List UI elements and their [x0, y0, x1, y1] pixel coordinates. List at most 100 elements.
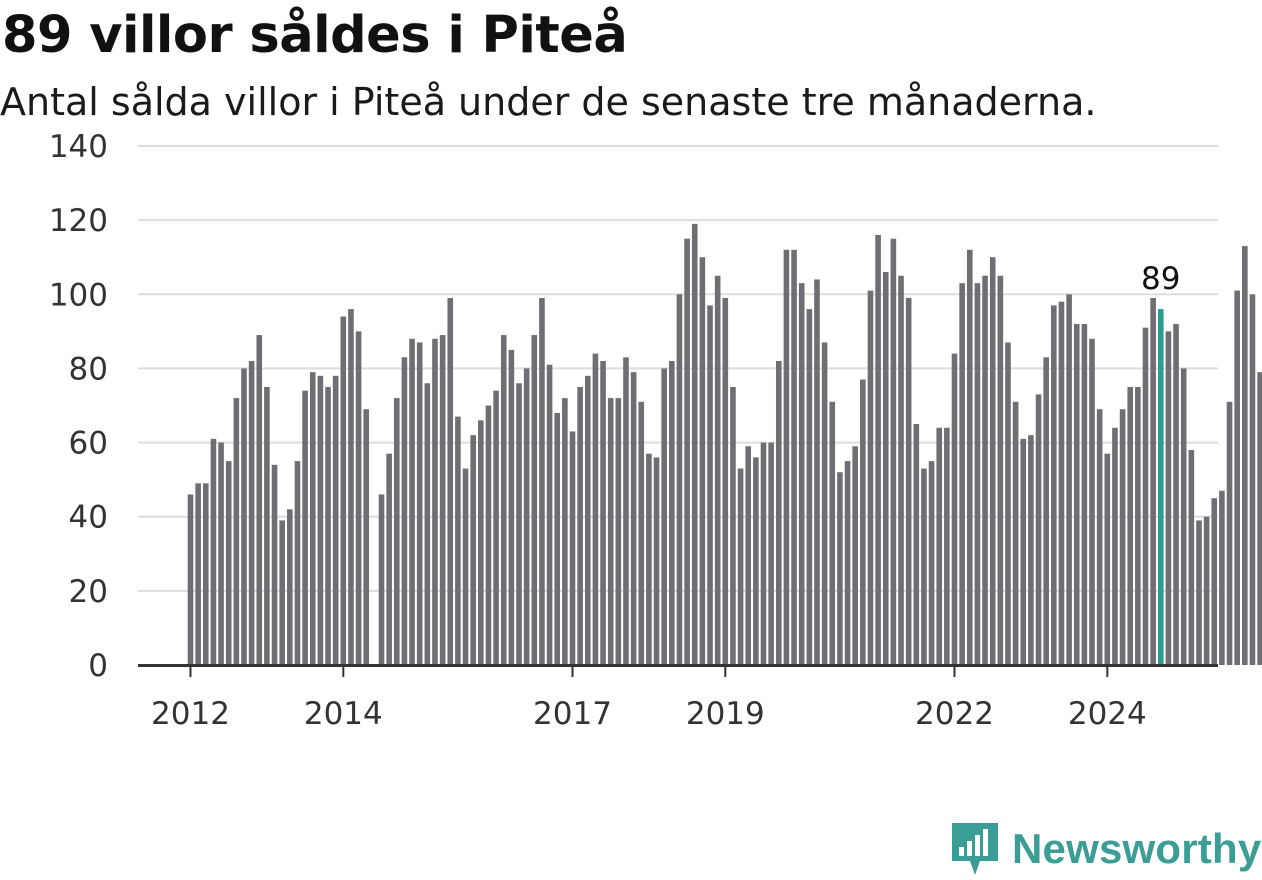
bar [1104, 453, 1111, 665]
bar [241, 368, 247, 665]
bar [1226, 401, 1233, 665]
bar [439, 335, 446, 665]
bar [1005, 342, 1011, 665]
bar [669, 361, 675, 665]
y-tick-label: 0 [88, 648, 108, 684]
bars [187, 223, 1262, 666]
bar [332, 375, 339, 665]
bar-chart-speech-bubble-icon [952, 823, 998, 875]
bar [684, 238, 690, 665]
bar [928, 461, 935, 665]
bar [814, 279, 820, 665]
bar [455, 416, 461, 665]
bar [386, 453, 392, 665]
bar [714, 275, 721, 665]
bar [340, 316, 347, 665]
bar [432, 338, 438, 665]
bar [691, 223, 698, 665]
bar [1043, 357, 1049, 665]
bar [271, 464, 278, 665]
bar [1119, 409, 1126, 665]
bar [584, 375, 591, 665]
bar [363, 409, 370, 665]
bar [577, 386, 583, 665]
chart-subtitle: Antal sålda villor i Piteå under de sena… [0, 80, 1097, 124]
bar [348, 309, 354, 665]
bar [753, 457, 759, 665]
bar [661, 368, 667, 665]
y-tick-label: 100 [49, 277, 108, 313]
highlight-value-label: 89 [1141, 261, 1180, 297]
y-axis-ticks: 0 20 40 60 80 100 120 140 [49, 129, 108, 684]
bar [508, 349, 515, 665]
bar [302, 390, 308, 665]
bar [233, 398, 240, 665]
bar [630, 372, 637, 665]
bar [1058, 301, 1065, 665]
y-tick-label: 60 [69, 426, 108, 462]
bar [653, 457, 660, 665]
bar [600, 361, 606, 665]
bar [615, 398, 622, 665]
bar [982, 275, 988, 665]
bar [225, 461, 232, 665]
bar [1242, 246, 1248, 665]
bar [478, 420, 484, 665]
y-tick-label: 20 [69, 574, 108, 610]
bar [210, 438, 217, 665]
bar [470, 435, 476, 665]
x-tick-label: 2014 [304, 696, 383, 732]
x-tick-label: 2024 [1068, 696, 1147, 732]
bar [264, 386, 270, 665]
bar [462, 468, 469, 665]
bar [401, 357, 408, 665]
bar [676, 294, 683, 665]
bar [531, 335, 538, 665]
bar [921, 468, 927, 665]
bar [317, 375, 324, 665]
annotations: 89 [1137, 257, 1184, 301]
bar [913, 424, 920, 665]
bar [760, 442, 767, 665]
bar [775, 361, 782, 665]
bar [287, 509, 293, 665]
bar [424, 383, 431, 665]
bar [1028, 435, 1034, 665]
bar [1142, 327, 1149, 665]
bar [890, 238, 897, 665]
bar [516, 383, 522, 665]
bar [1066, 294, 1072, 665]
bar [951, 353, 958, 665]
bar [1127, 386, 1134, 665]
bar [409, 338, 415, 665]
y-tick-label: 120 [49, 203, 108, 239]
bar [1234, 290, 1240, 665]
bar [882, 272, 889, 665]
bar [844, 461, 851, 665]
bar [485, 405, 492, 665]
bar [1135, 386, 1141, 665]
y-tick-label: 80 [69, 351, 108, 387]
y-tick-label: 40 [69, 500, 108, 536]
bar-highlight [1157, 309, 1164, 665]
bar [867, 290, 874, 665]
bar [1051, 305, 1057, 665]
bar [905, 297, 912, 665]
bar [539, 297, 545, 665]
bar [569, 431, 576, 665]
brand-logo-group: Newsworthy [950, 818, 1261, 880]
bar [1188, 449, 1195, 665]
bar [1020, 438, 1027, 665]
bar [798, 283, 805, 665]
bar [202, 483, 209, 665]
bar [1257, 372, 1262, 665]
bar [768, 442, 774, 665]
bar [966, 249, 973, 666]
x-tick-label: 2017 [533, 696, 612, 732]
bar [195, 483, 201, 665]
bar [218, 442, 224, 665]
bar [699, 257, 706, 665]
bar [1096, 409, 1103, 665]
bar [997, 275, 1004, 665]
bar [1165, 331, 1172, 665]
